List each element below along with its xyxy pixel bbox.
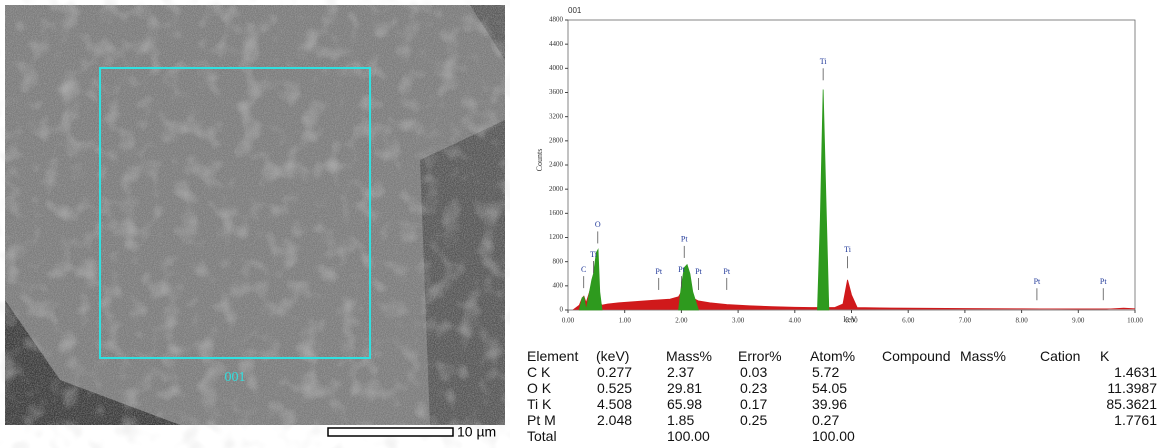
table-cell: 39.96 bbox=[812, 396, 848, 412]
y-tick-label: 3200 bbox=[549, 112, 564, 120]
chart: 001 Counts keV 0 400 800 1200 1600 2000 2400 28… bbox=[535, 6, 1144, 325]
peak-label: Ti bbox=[844, 245, 852, 254]
spectrum-area bbox=[678, 263, 699, 311]
table-cell: Element bbox=[527, 348, 579, 364]
table-cell: Pt M bbox=[527, 412, 556, 428]
table-cell: Ti K bbox=[527, 396, 552, 412]
y-tick-label: 4800 bbox=[549, 16, 564, 24]
table-cell: 85.3621 bbox=[1106, 396, 1157, 412]
y-tick-label: 400 bbox=[553, 281, 564, 289]
table-cell: 65.98 bbox=[667, 396, 703, 412]
scale-bar bbox=[327, 427, 454, 437]
x-tick-label: 1.00 bbox=[619, 317, 632, 325]
table-cell: 5.72 bbox=[812, 364, 840, 380]
table-cell: 4.508 bbox=[597, 396, 633, 412]
table-cell: (keV) bbox=[596, 348, 630, 364]
peak-label: Pt bbox=[723, 267, 730, 276]
table-cell: Total bbox=[527, 428, 557, 444]
peak-label: Pt bbox=[1034, 277, 1041, 286]
table-cell: 0.277 bbox=[597, 364, 633, 380]
y-tick-label: 0 bbox=[560, 306, 564, 314]
x-tick-label: 8.00 bbox=[1015, 317, 1028, 325]
plot-frame bbox=[567, 19, 1136, 311]
table-cell: 2.37 bbox=[667, 364, 695, 380]
x-tick-label: 10.00 bbox=[1127, 317, 1143, 325]
x-tick-label: 5.00 bbox=[845, 317, 858, 325]
peak-label: Pt bbox=[655, 267, 662, 276]
x-tick-label: 7.00 bbox=[959, 317, 972, 325]
table-cell: C K bbox=[527, 364, 551, 380]
y-tick-label: 1200 bbox=[549, 233, 564, 241]
table-cell: 29.81 bbox=[667, 380, 703, 396]
table-cell: 1.4631 bbox=[1114, 364, 1157, 380]
x-tick-label: 3.00 bbox=[732, 317, 745, 325]
table-cell: 1.7761 bbox=[1114, 412, 1157, 428]
y-tick-label: 4400 bbox=[549, 40, 564, 48]
peak-label: Pt bbox=[695, 267, 702, 276]
table-cell: 0.23 bbox=[740, 380, 768, 396]
peak-label: Ti bbox=[820, 57, 828, 66]
analysis-region bbox=[99, 67, 371, 359]
y-tick-label: 800 bbox=[553, 257, 564, 265]
peak-label: Ti bbox=[590, 250, 598, 259]
y-tick-label: 1600 bbox=[549, 209, 564, 217]
table-cell: 54.05 bbox=[812, 380, 848, 396]
table-cell: 100.00 bbox=[812, 428, 855, 444]
y-axis-label: Counts bbox=[535, 149, 544, 172]
peak-label: Pt bbox=[1100, 277, 1107, 286]
peak-label: C bbox=[581, 265, 586, 274]
spectrum-area bbox=[578, 248, 603, 311]
spectrum-area bbox=[572, 279, 1136, 310]
spectrum-area bbox=[817, 89, 830, 311]
table-cell: 0.17 bbox=[740, 396, 768, 412]
table-cell: 1.85 bbox=[667, 412, 695, 428]
table-cell: 0.03 bbox=[740, 364, 768, 380]
table-cell: Mass% bbox=[960, 348, 1006, 364]
table-cell: Error% bbox=[738, 348, 782, 364]
table-cell: 2.048 bbox=[597, 412, 633, 428]
table-cell: 0.25 bbox=[740, 412, 768, 428]
table-cell: 11.3987 bbox=[1107, 380, 1157, 396]
x-axis-label: keV bbox=[843, 315, 857, 324]
x-tick-label: 0.00 bbox=[562, 317, 575, 325]
y-tick-label: 3600 bbox=[549, 88, 564, 96]
table-cell: Mass% bbox=[666, 348, 712, 364]
sem-texture bbox=[5, 5, 505, 425]
x-tick-label: 4.00 bbox=[789, 317, 802, 325]
region-label: 001 bbox=[225, 370, 246, 385]
table-cell: O K bbox=[527, 380, 552, 396]
chart-title: 001 bbox=[568, 6, 582, 15]
table-cell: 0.27 bbox=[812, 412, 840, 428]
peak-label: Pt bbox=[678, 265, 685, 274]
table-cell: K bbox=[1100, 348, 1110, 364]
x-tick-label: 6.00 bbox=[902, 317, 915, 325]
table-cell: Atom% bbox=[810, 348, 856, 364]
peak-label: Pt bbox=[681, 235, 688, 244]
y-tick-label: 2800 bbox=[549, 136, 564, 144]
y-tick-label: 2000 bbox=[549, 185, 564, 193]
y-tick-label: 2400 bbox=[549, 161, 564, 169]
sem-image: 001 10 µm bbox=[5, 5, 505, 440]
table-cell: 100.00 bbox=[667, 428, 710, 444]
table-cell: 0.525 bbox=[597, 380, 633, 396]
peak-label: O bbox=[595, 220, 601, 229]
table-cell: Cation bbox=[1040, 348, 1081, 364]
table-cell: Compound bbox=[882, 348, 951, 364]
x-tick-label: 2.00 bbox=[675, 317, 688, 325]
scale-label: 10 µm bbox=[457, 424, 496, 440]
x-tick-label: 9.00 bbox=[1072, 317, 1085, 325]
y-tick-label: 4000 bbox=[549, 64, 564, 72]
